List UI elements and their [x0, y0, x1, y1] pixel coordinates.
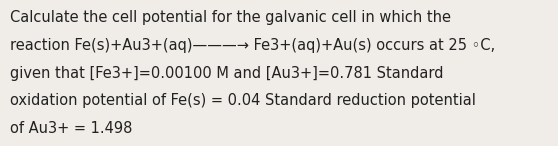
Text: Calculate the cell potential for the galvanic cell in which the: Calculate the cell potential for the gal… [10, 10, 451, 25]
Text: oxidation potential of Fe(s) = 0.04 Standard reduction potential: oxidation potential of Fe(s) = 0.04 Stan… [10, 93, 476, 108]
Text: reaction Fe(s)+Au3+(aq)———→ Fe3+(aq)+Au(s) occurs at 25 ◦C,: reaction Fe(s)+Au3+(aq)———→ Fe3+(aq)+Au(… [10, 38, 495, 53]
Text: given that [Fe3+]=0.00100 M and [Au3+]=0.781 Standard: given that [Fe3+]=0.00100 M and [Au3+]=0… [10, 66, 444, 81]
Text: of Au3+ = 1.498: of Au3+ = 1.498 [10, 121, 132, 136]
